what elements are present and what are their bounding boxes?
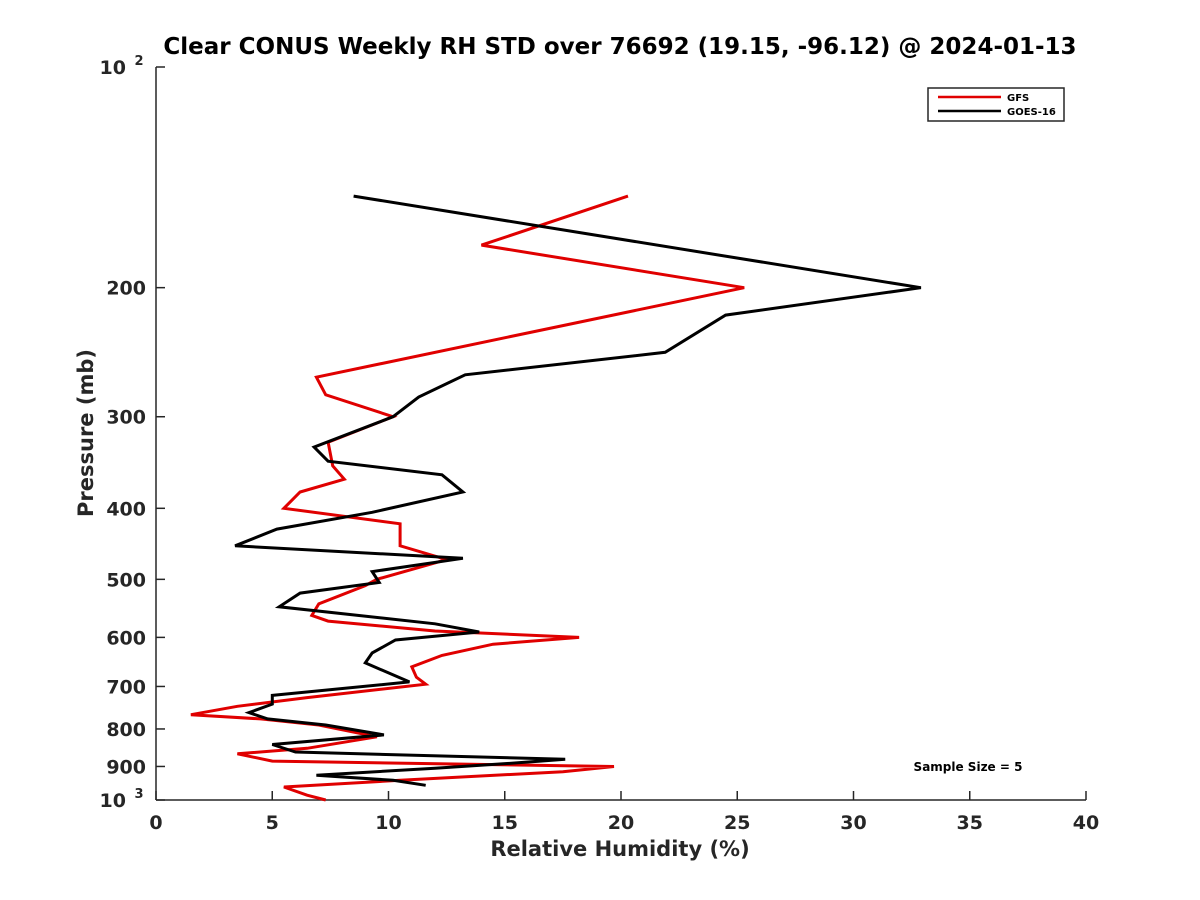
x-tick-label: 30 [840,812,866,834]
series-layer [190,194,922,802]
y-decade-label: 10 [100,790,126,812]
legend-box [927,87,1065,122]
x-tick-label: 15 [492,812,518,834]
x-tick-label: 5 [266,812,279,834]
y-axis-title: Pressure (mb) [74,349,98,517]
x-tick-label: 40 [1073,812,1099,834]
y-decade-exponent: 3 [134,787,143,802]
y-axis-ticks: 200 300 400 500 600 700 800 900 10 2 10 3 [100,54,165,812]
x-axis-title: Relative Humidity (%) [490,837,749,861]
x-tick-label: 0 [149,812,162,834]
y-tick-label: 500 [106,569,146,591]
series-line-goes-16 [234,194,922,787]
y-tick-label: 200 [106,278,146,300]
y-tick-label: 800 [106,719,146,741]
y-tick-label: 400 [106,498,146,520]
x-tick-label: 10 [375,812,401,834]
legend: GFS GOES-16 [927,87,1065,122]
y-tick-label: 900 [106,756,146,778]
y-decade-exponent: 2 [134,54,143,69]
legend-label-gfs: GFS [1007,93,1029,104]
y-tick-label: 300 [106,407,146,429]
chart-title: Clear CONUS Weekly RH STD over 76692 (19… [163,34,1076,60]
x-tick-label: 25 [724,812,750,834]
sample-size-annotation: Sample Size = 5 [914,760,1023,774]
y-tick-label: 600 [106,627,146,649]
y-decade-label: 10 [100,57,126,79]
legend-label-goes16: GOES-16 [1007,107,1056,118]
series-line-gfs [190,194,745,802]
x-tick-label: 35 [957,812,983,834]
x-tick-label: 20 [608,812,634,834]
x-axis-ticks: 0 5 10 15 20 25 30 35 40 [149,791,1099,834]
y-tick-label: 700 [106,676,146,698]
